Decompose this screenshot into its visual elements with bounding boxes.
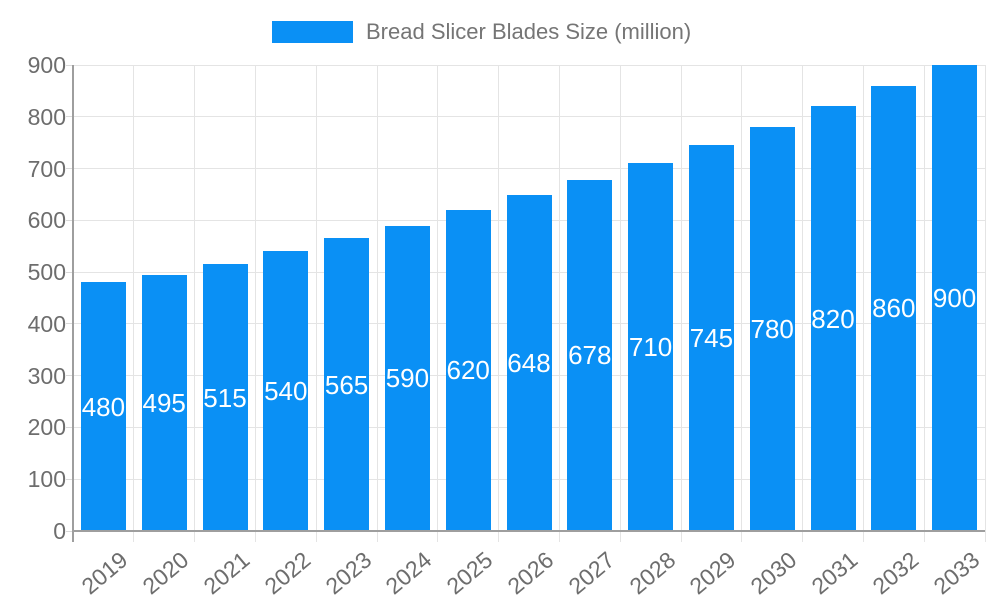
gridline-vertical <box>862 65 864 542</box>
gridline-vertical <box>802 65 804 542</box>
y-axis-tick <box>66 375 73 377</box>
y-axis-label: 300 <box>27 362 66 389</box>
gridline-horizontal <box>73 116 985 118</box>
y-axis-tick <box>66 426 73 428</box>
bar-value-label: 900 <box>932 283 977 313</box>
x-axis-label: 2033 <box>928 546 985 600</box>
y-axis-label: 400 <box>27 310 66 337</box>
gridline-vertical <box>254 65 256 542</box>
bar[interactable]: 565 <box>324 238 370 531</box>
bar-value-label: 565 <box>324 369 369 400</box>
bar-value-label: 820 <box>811 303 855 334</box>
bar-value-label: 495 <box>142 387 186 418</box>
y-axis-label: 100 <box>27 466 66 493</box>
gridline-horizontal <box>73 64 985 66</box>
bar[interactable]: 515 <box>202 264 248 531</box>
y-axis-label: 500 <box>27 259 66 286</box>
gridline-horizontal <box>73 168 985 170</box>
x-axis-label: 2026 <box>502 546 559 600</box>
y-axis-tick <box>66 271 73 273</box>
bar-value-label: 678 <box>568 340 612 371</box>
bar-value-label: 648 <box>507 348 551 379</box>
y-axis-label: 800 <box>27 103 66 130</box>
bar[interactable]: 495 <box>141 274 187 531</box>
gridline-vertical <box>315 65 317 542</box>
x-axis-label: 2023 <box>320 546 377 600</box>
y-axis-line <box>72 65 74 542</box>
gridline-vertical <box>619 65 621 542</box>
y-axis-tick <box>66 168 73 170</box>
gridline-vertical <box>680 65 682 542</box>
bar-value-label: 860 <box>872 293 916 324</box>
x-axis-label: 2020 <box>137 546 194 600</box>
bar[interactable]: 480 <box>80 282 126 531</box>
y-axis-label: 0 <box>53 518 66 544</box>
gridline-vertical <box>558 65 560 542</box>
x-axis-label: 2027 <box>563 546 620 600</box>
bar-value-label: 745 <box>689 323 734 354</box>
bar-value-label: 480 <box>81 391 126 422</box>
bar[interactable]: 860 <box>871 85 917 531</box>
x-axis-label: 2021 <box>198 546 255 600</box>
gridline-vertical <box>437 65 439 542</box>
gridline-vertical <box>376 65 378 542</box>
x-axis-label: 2025 <box>441 546 498 600</box>
gridline-vertical <box>984 65 986 542</box>
bar-value-label: 540 <box>264 376 308 407</box>
y-axis-tick <box>66 478 73 480</box>
y-axis-tick <box>66 530 73 532</box>
x-axis-label: 2032 <box>867 546 924 600</box>
gridline-vertical <box>194 65 196 542</box>
gridline-vertical <box>133 65 135 542</box>
y-axis-label: 600 <box>27 207 66 234</box>
y-axis-tick <box>66 219 73 221</box>
bar[interactable]: 745 <box>688 145 734 531</box>
gridline-vertical <box>741 65 743 542</box>
gridline-vertical <box>498 65 500 542</box>
y-axis-label: 200 <box>27 414 66 441</box>
bar-value-label: 780 <box>750 314 794 345</box>
legend-label: Bread Slicer Blades Size (million) <box>366 19 692 44</box>
bar[interactable]: 900 <box>932 65 978 531</box>
x-axis-label: 2030 <box>745 546 802 600</box>
x-axis-label: 2019 <box>76 546 133 600</box>
x-axis-label: 2028 <box>624 546 681 600</box>
bar[interactable]: 678 <box>567 179 613 531</box>
x-axis-label: 2022 <box>259 546 316 600</box>
x-axis-label: 2031 <box>806 546 863 600</box>
y-axis-label: 900 <box>27 52 66 78</box>
x-axis-label: 2024 <box>380 546 437 600</box>
bar[interactable]: 780 <box>749 127 795 531</box>
y-axis-tick <box>66 64 73 66</box>
y-axis-label: 700 <box>27 155 66 182</box>
bar-value-label: 515 <box>203 382 247 413</box>
x-axis-label: 2029 <box>684 546 741 600</box>
legend-swatch <box>272 21 353 43</box>
y-axis-tick <box>66 323 73 325</box>
legend-item[interactable]: Bread Slicer Blades Size (million) <box>272 21 691 43</box>
x-axis-line <box>73 530 985 532</box>
bar[interactable]: 540 <box>263 251 309 531</box>
plot-area: 0 100 200 300 400 500 600 700 800 900 480 2019 495 20… <box>28 53 986 599</box>
bar-value-label: 620 <box>446 355 490 386</box>
y-axis-tick <box>66 116 73 118</box>
bar[interactable]: 648 <box>506 195 552 531</box>
bar-value-label: 590 <box>385 363 430 394</box>
bar-value-label: 710 <box>628 332 673 363</box>
gridline-vertical <box>923 65 925 542</box>
bar[interactable]: 620 <box>445 209 491 531</box>
bar[interactable]: 590 <box>384 225 430 531</box>
bar[interactable]: 820 <box>810 106 856 531</box>
bar[interactable]: 710 <box>628 163 674 531</box>
